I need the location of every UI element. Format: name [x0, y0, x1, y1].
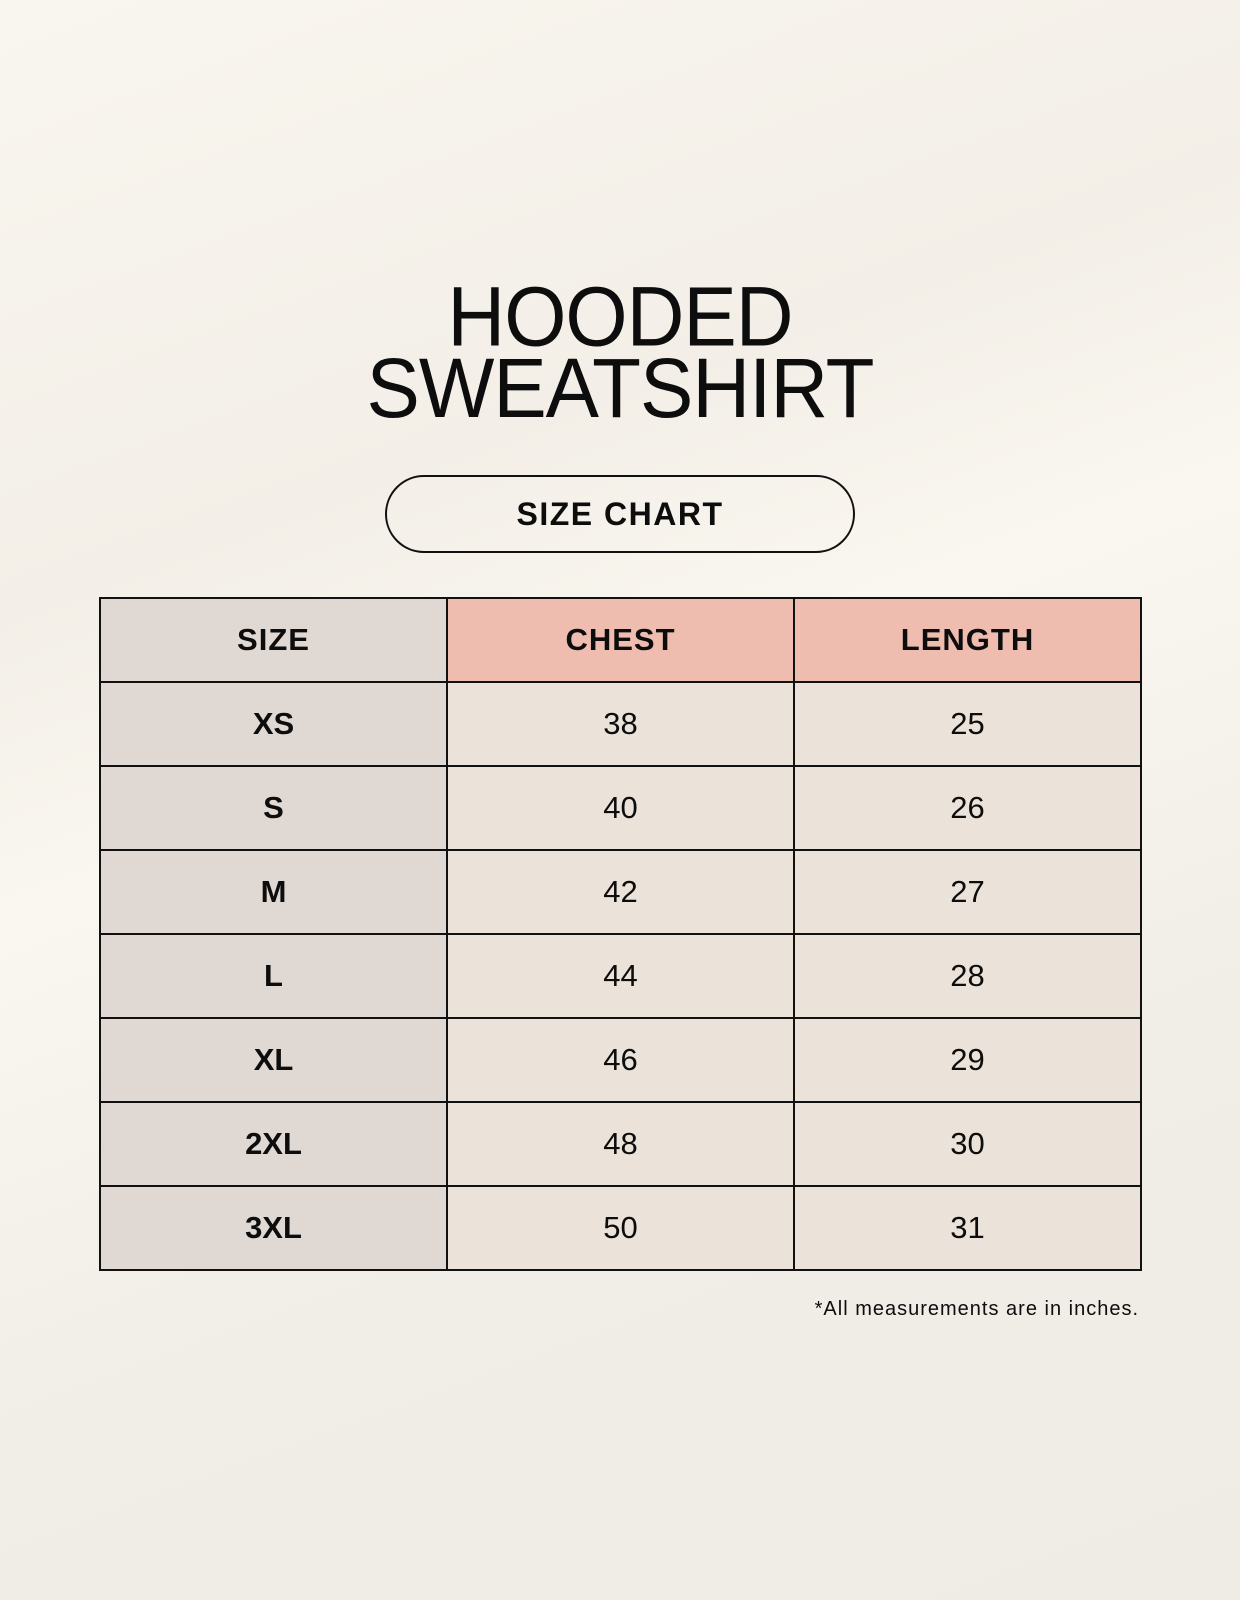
cell-length: 29 [793, 1017, 1142, 1103]
cell-chest: 38 [446, 681, 795, 767]
cell-size: 3XL [99, 1185, 448, 1271]
table-row: XS 38 25 [99, 681, 1142, 767]
size-chart-label: SIZE CHART [385, 475, 855, 553]
title-line-1: HOODED [447, 270, 793, 364]
cell-chest: 42 [446, 849, 795, 935]
cell-length: 27 [793, 849, 1142, 935]
cell-chest: 46 [446, 1017, 795, 1103]
cell-length: 31 [793, 1185, 1142, 1271]
cell-size: M [99, 849, 448, 935]
cell-chest: 40 [446, 765, 795, 851]
cell-size: S [99, 765, 448, 851]
cell-length: 30 [793, 1101, 1142, 1187]
title-line-2: SWEATSHIRT [366, 341, 874, 435]
table-row: 3XL 50 31 [99, 1185, 1142, 1271]
cell-size: L [99, 933, 448, 1019]
cell-chest: 50 [446, 1185, 795, 1271]
cell-length: 28 [793, 933, 1142, 1019]
cell-length: 26 [793, 765, 1142, 851]
page-title: HOODED SWEATSHIRT [0, 270, 1240, 435]
table-row: 2XL 48 30 [99, 1101, 1142, 1187]
table-row: XL 46 29 [99, 1017, 1142, 1103]
header-chest: CHEST [446, 597, 795, 683]
cell-size: 2XL [99, 1101, 448, 1187]
header-length: LENGTH [793, 597, 1142, 683]
size-table: SIZE CHEST LENGTH XS 38 25 S 40 26 M 42 27 L 44 28 X… [99, 597, 1142, 1271]
cell-chest: 44 [446, 933, 795, 1019]
cell-size: XL [99, 1017, 448, 1103]
table-row: L 44 28 [99, 933, 1142, 1019]
cell-length: 25 [793, 681, 1142, 767]
header-size: SIZE [99, 597, 448, 683]
footnote: *All measurements are in inches. [814, 1298, 1139, 1320]
table-row: M 42 27 [99, 849, 1142, 935]
table-row: S 40 26 [99, 765, 1142, 851]
cell-chest: 48 [446, 1101, 795, 1187]
cell-size: XS [99, 681, 448, 767]
table-header-row: SIZE CHEST LENGTH [99, 597, 1142, 683]
